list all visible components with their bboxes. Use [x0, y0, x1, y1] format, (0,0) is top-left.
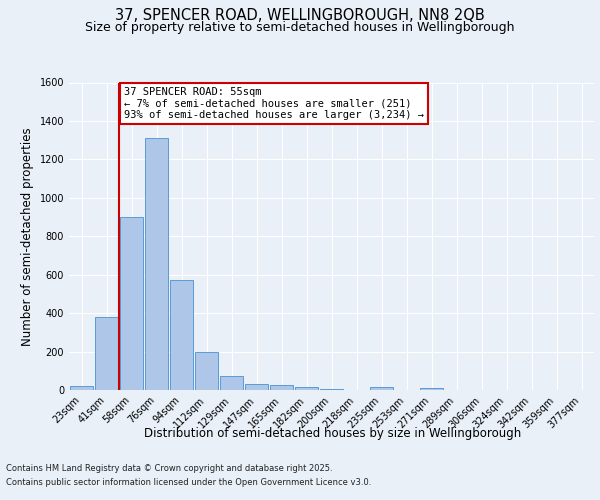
Text: 37, SPENCER ROAD, WELLINGBOROUGH, NN8 2QB: 37, SPENCER ROAD, WELLINGBOROUGH, NN8 2Q…: [115, 8, 485, 22]
Bar: [145, 138, 169, 390]
Bar: [170, 280, 193, 390]
Bar: [419, 388, 443, 390]
Bar: [295, 387, 319, 390]
Bar: [220, 376, 244, 390]
Bar: [95, 317, 118, 390]
Text: Contains HM Land Registry data © Crown copyright and database right 2025.: Contains HM Land Registry data © Crown c…: [6, 464, 332, 473]
Bar: [269, 385, 293, 390]
Bar: [320, 389, 343, 390]
Text: Size of property relative to semi-detached houses in Wellingborough: Size of property relative to semi-detach…: [85, 21, 515, 34]
Bar: [194, 352, 218, 390]
Bar: [70, 386, 94, 390]
Bar: [245, 384, 268, 390]
Text: Contains public sector information licensed under the Open Government Licence v3: Contains public sector information licen…: [6, 478, 371, 487]
Bar: [370, 387, 394, 390]
Y-axis label: Number of semi-detached properties: Number of semi-detached properties: [21, 127, 34, 346]
Text: Distribution of semi-detached houses by size in Wellingborough: Distribution of semi-detached houses by …: [145, 428, 521, 440]
Bar: [119, 217, 143, 390]
Text: 37 SPENCER ROAD: 55sqm
← 7% of semi-detached houses are smaller (251)
93% of sem: 37 SPENCER ROAD: 55sqm ← 7% of semi-deta…: [124, 87, 424, 120]
